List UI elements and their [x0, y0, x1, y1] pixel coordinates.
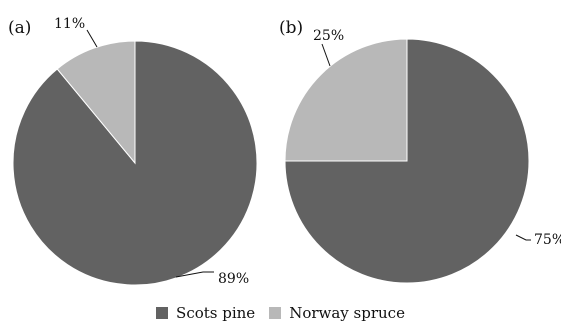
pie-a-percent-label-0: 89% [218, 271, 249, 287]
legend-item-scots-pine: Scots pine [156, 304, 255, 322]
pie-b-percent-label-1: 25% [313, 28, 344, 44]
legend-swatch-scots-pine [156, 307, 168, 319]
pie-b-leader-line-1 [322, 44, 330, 66]
pie-b-slice-norway-spruce [285, 39, 407, 161]
pie-a-leader-line-1 [87, 30, 97, 47]
legend-label-scots-pine: Scots pine [176, 304, 255, 322]
panel-label-b: (b) [279, 18, 303, 38]
pie-charts-svg: (a) 89% 11% (b) 75% 25% [0, 0, 561, 300]
pie-b-leader-line-0 [516, 235, 531, 240]
legend-label-norway-spruce: Norway spruce [289, 304, 405, 322]
panel-label-a: (a) [8, 18, 31, 38]
legend-swatch-norway-spruce [269, 307, 281, 319]
pie-a-percent-label-1: 11% [54, 16, 85, 32]
pie-b-percent-label-0: 75% [534, 232, 561, 248]
legend-item-norway-spruce: Norway spruce [269, 304, 405, 322]
legend: Scots pine Norway spruce [0, 304, 561, 322]
